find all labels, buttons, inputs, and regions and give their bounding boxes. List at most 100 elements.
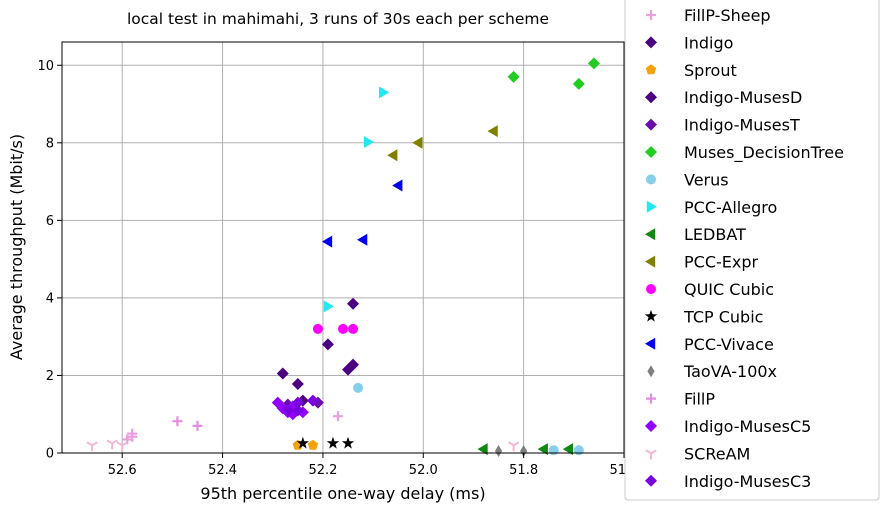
series-taova-100x [494,445,528,458]
legend-marker [646,284,656,294]
data-point [477,443,488,456]
series-muses-decisiontree [507,57,600,90]
data-point [392,179,403,192]
data-point [520,445,528,458]
y-tick-label: 6 [46,214,54,229]
series-fillp [172,416,203,431]
data-point [323,300,334,313]
legend-marker [645,118,657,131]
series-verus [353,382,584,456]
legend-marker [645,474,657,487]
series-indigo [291,297,360,390]
x-tick-label: 52.4 [208,463,237,478]
plot-frame [61,41,625,454]
legend-item-indigo-musesc5: Indigo-MusesC5 [645,417,811,436]
series-ledbat [477,443,574,456]
x-tick-label: 51.8 [509,463,538,478]
y-tick-label: 8 [46,136,54,151]
data-point [573,445,584,456]
legend-marker [646,393,656,404]
data-point [363,136,375,149]
y-tick-label: 4 [46,291,54,306]
data-point [291,404,304,417]
series-pcc-expr [387,125,498,162]
legend-item-indigo-musesc3: Indigo-MusesC3 [645,472,811,491]
legend-item-indigo: Indigo [645,33,733,52]
data-point [296,436,310,449]
legend-marker [645,255,656,268]
legend-marker [646,200,657,213]
data-point [572,77,585,90]
legend-label: Indigo-MusesT [684,116,800,135]
x-axis-ticks: 52.6 52.4 52.2 52.0 51.8 51.6 [108,453,638,478]
legend-marker [645,337,656,350]
legend-marker [645,146,657,158]
data-point [281,404,294,417]
legend-item-quic-cubic: QUIC Cubic [646,280,774,299]
legend-label: FillP-Sheep [684,6,771,25]
y-axis-label: Average throughput (Mbit/s) [7,134,26,360]
data-point [587,57,600,70]
legend-item-pcc-allegro: PCC-Allegro [646,198,777,217]
series-pcc-vivace [321,179,403,248]
data-point [116,441,128,452]
data-points [86,57,600,458]
data-point [276,367,289,380]
legend-item-pcc-expr: PCC-Expr [645,253,759,272]
legend-item-ledbat: LEDBAT [645,225,746,244]
legend-label: LEDBAT [684,225,746,244]
legend-label: FillP [684,390,715,409]
legend-label: PCC-Vivace [684,335,774,354]
grid [62,42,625,454]
legend-item-muses-decisiontree: Muses_DecisionTree [645,143,844,163]
legend-marker [646,174,656,185]
legend-label: Indigo-MusesC5 [684,417,811,436]
data-point [321,235,333,248]
legend-item-fillp: FillP [646,390,715,409]
legend-label: TaoVA-100x [683,362,777,381]
data-point [106,439,118,450]
legend-label: Muses_DecisionTree [684,143,844,163]
legend-marker [644,309,658,322]
series-tcp-cubic [296,436,355,449]
series-indigo-musesc3 [281,394,319,417]
x-tick-label: 52.6 [108,463,137,478]
y-tick-label: 0 [46,447,54,462]
data-point [353,382,364,393]
data-point [487,125,498,138]
legend-label: QUIC Cubic [684,280,774,299]
data-point [321,338,334,351]
data-point [291,377,304,390]
legend-marker [647,365,655,378]
legend-item-scream: SCReAM [645,444,750,463]
data-point [347,358,360,371]
data-point [347,297,360,310]
legend-item-sprout: Sprout [645,61,737,80]
legend-marker [645,64,657,75]
legend-marker [645,228,656,241]
data-point [326,436,340,449]
series-pcc-allegro [323,86,390,313]
series-scream [86,439,520,452]
y-tick-label: 10 [37,59,54,74]
y-tick-label: 2 [46,369,54,384]
data-point [357,233,368,246]
legend-item-indigo-musest: Indigo-MusesT [645,116,800,135]
data-point [127,431,138,442]
data-point [192,420,203,431]
data-point [562,443,574,456]
data-point [378,86,390,99]
legend-label: Indigo [684,33,733,52]
legend-item-taova-100x: TaoVA-100x [647,362,777,381]
data-point [507,441,520,452]
data-point [507,70,520,83]
data-point [537,443,548,456]
data-point [348,323,359,334]
legend-item-pcc-vivace: PCC-Vivace [645,335,774,354]
legend-label: Sprout [684,61,737,80]
data-point [548,445,559,456]
data-point [341,436,355,449]
legend-marker [645,420,657,432]
legend-label: SCReAM [684,444,750,463]
